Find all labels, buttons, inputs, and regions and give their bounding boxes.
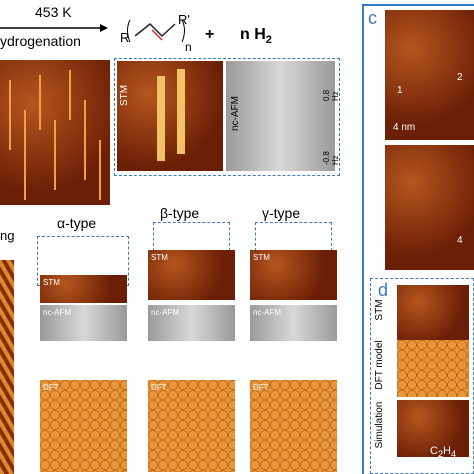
image-tile <box>40 305 127 341</box>
process: ydrogenation <box>0 33 81 49</box>
image-tile <box>40 275 127 303</box>
r-prime-group: R' <box>178 12 190 27</box>
scale-label: 4 nm <box>393 122 416 133</box>
molecule-part: 2 <box>437 449 444 460</box>
afm-scale-bottom: -0.8 Hz <box>322 151 340 165</box>
panel-c-image-2: 4 <box>385 145 474 270</box>
row-label: nc-AFM <box>43 308 71 317</box>
image-tile <box>148 250 235 300</box>
row-label: DFT <box>43 383 59 392</box>
r-group: R <box>120 30 130 45</box>
afm-label: nc-AFM <box>230 96 241 131</box>
n-index: n <box>185 40 192 54</box>
stm-label: STM <box>119 84 130 106</box>
wires <box>9 70 101 200</box>
hydrogen-text: n H <box>240 26 266 43</box>
hydrogen: n H2 <box>240 26 272 46</box>
marker: 1 <box>397 85 403 96</box>
d-image <box>397 400 469 457</box>
panel-c-letter: c <box>368 8 377 28</box>
stm-inset: STM <box>117 61 223 171</box>
image-tile <box>250 305 337 341</box>
row-label: DFT <box>151 383 167 392</box>
image-tile <box>148 305 235 341</box>
image-tile <box>250 250 337 300</box>
d-row-label: Simulation <box>374 401 385 449</box>
image-tile <box>250 380 337 472</box>
d-image <box>397 285 469 342</box>
left-strip <box>0 260 14 474</box>
panel-d-letter: d <box>378 280 389 300</box>
type-label: γ-type <box>262 205 301 221</box>
molecule-part: C <box>430 445 438 457</box>
row-label: STM <box>43 278 60 287</box>
image-tile <box>148 380 235 472</box>
plus: + <box>205 26 215 43</box>
wire <box>177 69 185 154</box>
afm-inset: nc-AFM 0.8 Hz -0.8 Hz <box>226 61 340 171</box>
wire <box>157 76 165 161</box>
left-label: ng <box>0 228 15 243</box>
molecule-part: 4 <box>451 449 457 460</box>
row-label: nc-AFM <box>253 308 281 317</box>
panel-c-image: 1 2 4 nm <box>385 10 474 140</box>
reaction-scheme <box>0 19 185 43</box>
d-image <box>397 340 469 397</box>
molecule-part: H <box>443 445 451 457</box>
row-label: DFT <box>253 383 269 392</box>
inset-frame <box>114 58 340 176</box>
marker: 2 <box>457 72 463 83</box>
type-label: α-type <box>57 215 97 231</box>
temperature: 453 K <box>35 4 72 20</box>
right-panel <box>362 4 474 474</box>
row-label: STM <box>151 253 168 262</box>
row-label: STM <box>253 253 270 262</box>
stm-overview <box>0 60 110 205</box>
molecule: C2H4 <box>430 445 456 459</box>
marker: 4 <box>457 235 463 246</box>
hydrogen-subscript: 2 <box>265 34 272 47</box>
afm-scale-top: 0.8 Hz <box>322 89 340 101</box>
type-label: β-type <box>160 205 200 221</box>
d-row-label: STM <box>374 299 385 321</box>
d-row-label: DFT model <box>374 340 385 390</box>
image-tile <box>40 380 127 472</box>
row-label: nc-AFM <box>151 308 179 317</box>
